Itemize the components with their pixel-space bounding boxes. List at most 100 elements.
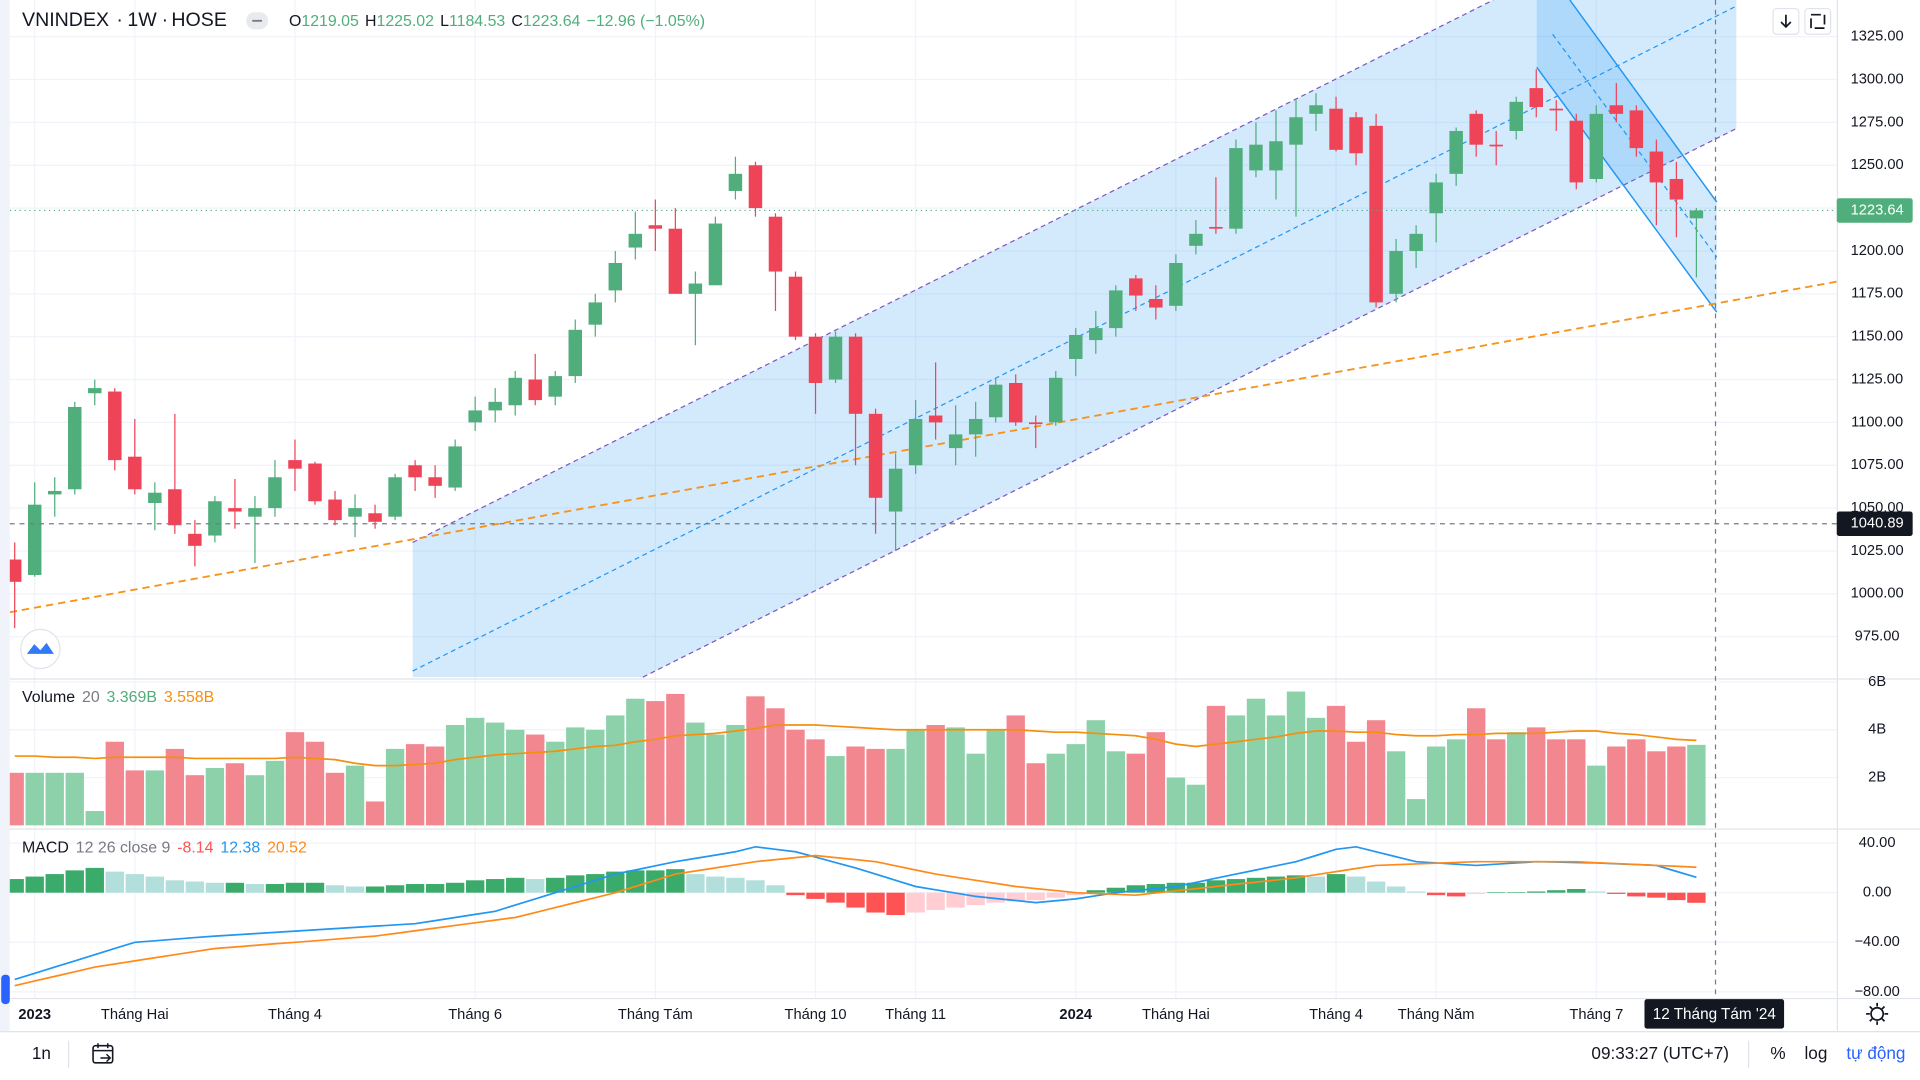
candle-body	[1549, 108, 1563, 111]
volume-bar	[786, 729, 805, 826]
log-toggle[interactable]: log	[1804, 1043, 1827, 1063]
ohlc-change: −12.96 (−1.05%)	[587, 13, 706, 30]
volume-bar	[1026, 763, 1045, 826]
macd-name: MACD	[22, 840, 69, 857]
macd-histogram-bar	[946, 892, 965, 908]
candle-body	[1369, 125, 1383, 303]
macd-histogram-bar	[1026, 892, 1045, 901]
candle-body	[1389, 250, 1403, 294]
macd-histogram-bar	[25, 876, 44, 893]
candle-body	[1449, 130, 1463, 174]
volume-name: Volume	[22, 689, 75, 706]
volume-bar	[205, 768, 225, 826]
crosshair-price-label: 1040.89	[1851, 516, 1904, 532]
macd-histogram-bar	[125, 874, 144, 893]
crosshair-time-tag	[1644, 999, 1785, 1029]
candle-body	[1249, 144, 1263, 171]
candle-body	[688, 283, 703, 294]
macd-histogram-bar	[546, 877, 565, 893]
candle-body	[1589, 113, 1604, 179]
volume-bar	[1446, 739, 1466, 826]
volume-bar	[145, 770, 165, 826]
macd-histogram-bar	[205, 882, 225, 893]
volume-bar	[626, 698, 645, 826]
candle-body	[248, 508, 262, 517]
macd-histogram-bar	[185, 881, 205, 893]
volume-bar	[45, 772, 64, 826]
x-tick-label: Tháng 4	[1309, 1007, 1363, 1023]
trend-line	[9, 280, 1837, 614]
macd-histogram-bar	[1587, 891, 1606, 893]
candle-body	[1269, 141, 1283, 171]
candle-body	[168, 489, 182, 526]
volume-legend: Volume 20 3.369B 3.558B	[22, 689, 214, 706]
macd-histogram-bar	[165, 880, 185, 893]
volume-bar	[185, 775, 205, 826]
volume-value: 3.369B	[107, 689, 157, 706]
ohlc-label: O	[289, 13, 301, 30]
candle-body	[808, 336, 823, 383]
candle-body	[708, 223, 723, 286]
y-tick-label: 2B	[1868, 769, 1886, 785]
y-tick-label: 1125.00	[1851, 371, 1903, 387]
candle-body	[508, 377, 522, 406]
macd-histogram-bar	[1186, 882, 1206, 893]
channel-upper	[412, 0, 1494, 543]
reset-icon	[1810, 13, 1826, 30]
candle-body	[788, 276, 803, 337]
x-tick-label: 2024	[1059, 1007, 1093, 1023]
y-tick-label: 6B	[1868, 674, 1886, 690]
ohlc-label: H	[365, 13, 377, 30]
candle-body	[27, 504, 42, 575]
gear-ring	[1870, 1006, 1885, 1021]
reset-button[interactable]	[1804, 7, 1832, 35]
macd-histogram-bar	[806, 892, 825, 899]
macd-histogram-bar	[405, 884, 425, 893]
candle-body	[988, 384, 1003, 418]
axis-layer: 975.001000.001025.001050.001075.001100.0…	[18, 29, 1913, 1023]
y-tick-label: 975.00	[1855, 629, 1900, 645]
y-tick-label: 1100.00	[1851, 414, 1903, 430]
range-button[interactable]: 1n	[32, 1043, 51, 1063]
macd-value: 12.38	[220, 840, 260, 857]
ohlc-value: 1225.02	[376, 13, 434, 30]
clock: 09:33:27 (UTC+7)	[1591, 1043, 1729, 1063]
ohlc-value: 1184.53	[449, 13, 505, 30]
calendar-detail	[93, 1043, 113, 1063]
volume-bar	[986, 729, 1005, 826]
macd-histogram-bar	[1406, 891, 1426, 893]
y-tick-label: 1000.00	[1851, 586, 1904, 602]
candle-body	[428, 477, 442, 486]
interval: 1W	[127, 9, 157, 31]
candle-body	[448, 446, 462, 488]
volume-bar	[465, 717, 485, 826]
volume-bar	[1346, 741, 1366, 826]
auto-toggle[interactable]: tự động	[1846, 1043, 1905, 1063]
macd-histogram-bar	[345, 886, 365, 893]
separator: ·	[162, 9, 169, 31]
candle-body	[1149, 298, 1163, 308]
macd-histogram-bar	[506, 877, 525, 893]
candle-body	[88, 388, 102, 394]
volume-bar	[1587, 765, 1606, 826]
date-range-button[interactable]	[92, 1043, 114, 1064]
macd-histogram-bar	[686, 874, 705, 893]
y-tick-label: 40.00	[1859, 835, 1896, 851]
volume-bar	[1146, 732, 1166, 826]
volume-bar	[666, 693, 685, 826]
logo-circle	[20, 628, 61, 670]
volume-bar	[425, 746, 445, 826]
candle-body	[748, 165, 763, 209]
macd-histogram-bar	[586, 874, 605, 893]
percent-toggle[interactable]: %	[1770, 1043, 1785, 1063]
pane-handle[interactable]	[1, 974, 10, 1005]
y-tick-label: 1325.00	[1851, 29, 1904, 45]
volume-bar	[1507, 732, 1526, 826]
settings-button[interactable]	[1866, 1002, 1889, 1025]
macd-histogram-bar	[766, 885, 785, 893]
candle-body	[528, 379, 542, 401]
candle-body	[128, 456, 142, 490]
candle-body	[1289, 117, 1303, 145]
volume-bar	[586, 729, 605, 826]
candle-body	[1008, 382, 1023, 423]
